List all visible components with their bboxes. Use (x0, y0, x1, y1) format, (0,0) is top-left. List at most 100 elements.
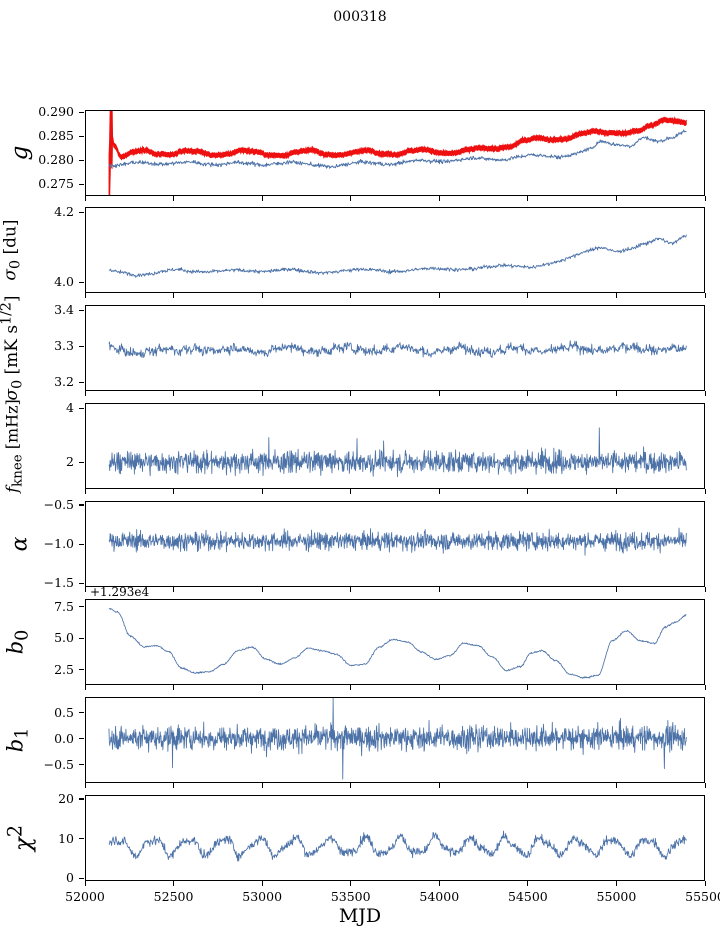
x-tick-mark (173, 783, 175, 788)
y-tick-mark (79, 606, 84, 608)
y-tick-label: 0 (66, 870, 74, 886)
x-tick-label: 53500 (330, 889, 371, 904)
x-tick-label: 52500 (153, 889, 194, 904)
x-tick-mark (615, 587, 618, 592)
series-sigma0_mK (109, 341, 686, 358)
y-tick-mark (79, 669, 84, 671)
x-tick-mark (704, 685, 706, 690)
x-tick-mark (84, 881, 86, 886)
x-tick-mark (438, 587, 440, 592)
y-axis-label: α (7, 536, 33, 552)
y-tick-mark (79, 582, 84, 584)
x-tick-mark (261, 685, 263, 690)
y-tick-mark (79, 159, 84, 161)
y-tick-mark (79, 543, 84, 545)
x-tick-mark (84, 783, 86, 788)
y-tick-mark (79, 764, 84, 766)
y-tick-label: 3.3 (54, 338, 74, 354)
series-f_knee (109, 428, 686, 477)
y-axis-offset-text: +1.293e4 (90, 585, 150, 599)
x-tick-mark (615, 489, 618, 494)
plot-panel-b-1 (85, 697, 705, 783)
x-tick-mark (173, 196, 175, 201)
figure-title: 000318 (333, 9, 387, 25)
series-red-band (109, 111, 686, 195)
x-tick-label: 52000 (65, 889, 105, 904)
x-tick-mark (704, 196, 706, 201)
y-tick-label: 7.5 (54, 598, 74, 614)
y-tick-label: 20 (58, 790, 74, 806)
y-tick-label: 0.5 (54, 704, 74, 720)
y-axis-label: χ2 (3, 824, 37, 852)
y-tick-label: −0.5 (43, 496, 74, 512)
x-tick-mark (615, 391, 618, 396)
x-tick-mark (84, 391, 86, 396)
x-tick-mark (261, 196, 263, 201)
x-tick-mark (350, 783, 352, 788)
y-tick-mark (79, 407, 84, 409)
plot-panel-sigma-0-mk-s-1-2 (85, 305, 705, 391)
plot-panel-f-knee-mhz (85, 403, 705, 489)
x-tick-mark (261, 881, 263, 886)
y-tick-label: −0.5 (43, 756, 74, 772)
series-b1 (109, 698, 686, 779)
y-tick-label: 3.4 (54, 302, 74, 318)
x-tick-mark (527, 587, 529, 592)
x-tick-mark (615, 685, 618, 690)
y-tick-label: 0.280 (38, 152, 74, 168)
y-tick-mark (79, 504, 84, 506)
x-tick-mark (261, 293, 263, 298)
x-tick-mark (704, 391, 706, 396)
x-tick-mark (527, 293, 529, 298)
x-tick-mark (261, 587, 263, 592)
x-tick-mark (84, 293, 86, 298)
y-tick-mark (79, 738, 84, 740)
y-axis-label: g (7, 145, 33, 161)
x-tick-mark (615, 196, 618, 201)
x-tick-mark (84, 489, 86, 494)
x-tick-mark (527, 489, 529, 494)
x-tick-mark (438, 489, 440, 494)
x-tick-mark (704, 587, 706, 592)
x-tick-mark (173, 391, 175, 396)
x-tick-mark (350, 391, 352, 396)
y-tick-label: 2.5 (54, 661, 74, 677)
x-tick-mark (704, 783, 706, 788)
series-sigma0 (109, 235, 686, 278)
series-chi2 (109, 831, 686, 861)
y-axis-label: b1 (3, 727, 33, 753)
y-tick-mark (79, 183, 84, 185)
x-tick-label: 54000 (419, 889, 460, 904)
y-tick-label: 0.290 (38, 104, 74, 120)
x-tick-mark (438, 293, 440, 298)
x-tick-mark (173, 587, 175, 592)
x-tick-mark (173, 489, 175, 494)
y-tick-mark (79, 281, 84, 284)
x-tick-mark (615, 881, 618, 886)
x-tick-mark (350, 881, 352, 886)
y-tick-label: 0.285 (38, 128, 74, 144)
x-tick-mark (350, 587, 352, 592)
plot-panel-chi-2 (85, 795, 705, 881)
plot-panel-b-0 (85, 599, 705, 685)
plot-panel-sigma-0-du (85, 207, 705, 293)
x-tick-mark (438, 783, 440, 788)
y-tick-label: 10 (58, 830, 74, 846)
x-tick-mark (704, 293, 706, 298)
x-tick-label: 55000 (596, 889, 637, 904)
x-tick-label: 54500 (507, 889, 548, 904)
x-tick-mark (173, 881, 175, 886)
y-tick-mark (79, 111, 84, 113)
y-tick-mark (79, 712, 84, 714)
series-alpha (109, 528, 686, 555)
y-tick-mark (79, 798, 84, 800)
x-tick-mark (615, 293, 618, 298)
x-tick-mark (261, 489, 263, 494)
x-tick-mark (527, 783, 529, 788)
y-axis-label: b0 (3, 629, 33, 655)
y-tick-label: 0.275 (38, 176, 74, 192)
y-tick-label: −1.5 (43, 575, 74, 591)
y-tick-label: −1.0 (43, 536, 74, 551)
x-tick-mark (261, 783, 263, 788)
